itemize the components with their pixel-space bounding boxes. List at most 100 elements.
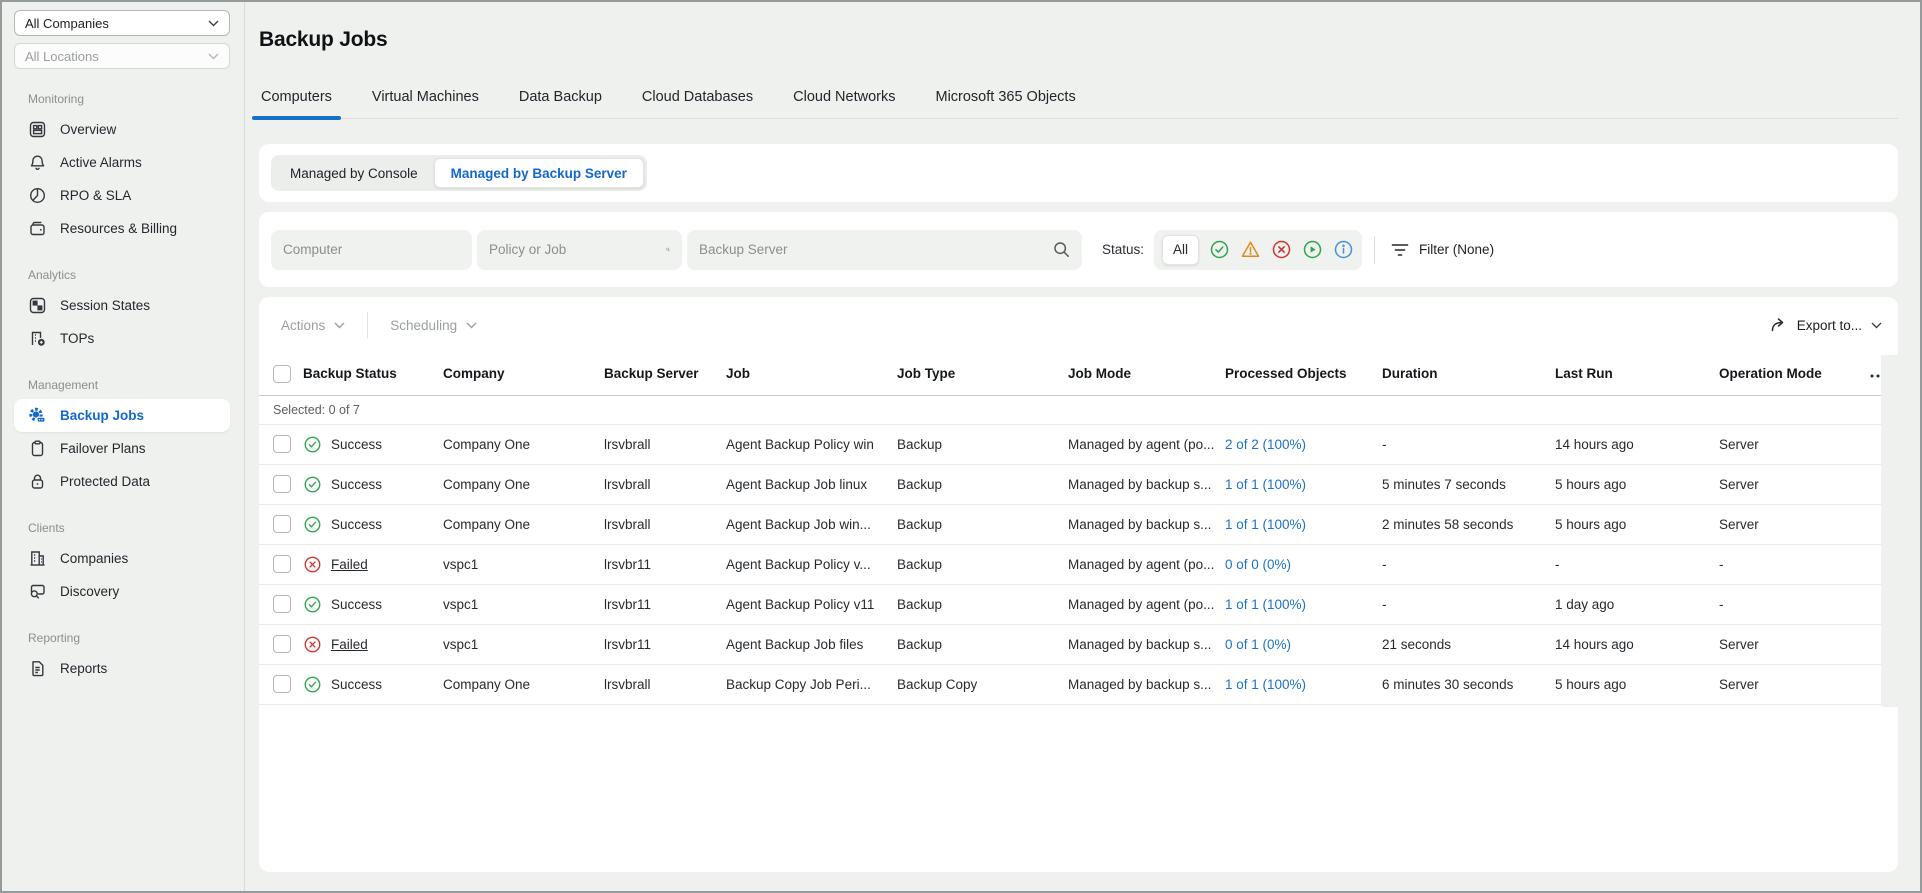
status-all-button[interactable]: All	[1162, 234, 1200, 265]
sidebar-item-active-alarms[interactable]: Active Alarms	[14, 146, 230, 179]
table-row: Success Company One lrsvbrall Agent Back…	[259, 464, 1898, 505]
select-all-checkbox[interactable]	[273, 364, 291, 383]
processed-objects-link[interactable]: 2 of 2 (100%)	[1225, 436, 1307, 452]
tab-data-backup[interactable]: Data Backup	[518, 89, 602, 105]
backup-status-cell[interactable]: Success	[303, 475, 443, 494]
job-cell: Backup Copy Job Peri...	[726, 664, 897, 705]
sidebar-item-tops[interactable]: TOPs	[14, 322, 230, 355]
tab-cloud-networks[interactable]: Cloud Networks	[793, 89, 896, 105]
success-icon	[304, 476, 321, 492]
backup-status-cell[interactable]: Success	[303, 675, 443, 694]
processed-objects-link[interactable]: 0 of 1 (0%)	[1225, 636, 1292, 652]
sidebar-item-rpo-sla[interactable]: RPO & SLA	[14, 179, 230, 212]
chevron-down-icon	[208, 53, 219, 59]
operation-mode-cell: -	[1719, 544, 1858, 585]
column-last-run[interactable]: Last Run	[1555, 353, 1719, 396]
failed-icon	[304, 556, 321, 572]
section-label-reporting: Reporting	[28, 631, 81, 645]
column-job[interactable]: Job	[726, 353, 897, 396]
sidebar-item-label: Session States	[60, 298, 151, 313]
managed-by-bar: Managed by Console Managed by Backup Ser…	[259, 144, 1898, 202]
column-duration[interactable]: Duration	[1382, 353, 1555, 396]
actions-label: Actions	[281, 317, 326, 333]
status-warning-filter-icon[interactable]	[1240, 239, 1261, 260]
column-job-type[interactable]: Job Type	[897, 353, 1068, 396]
status-info-filter-icon[interactable]	[1333, 239, 1354, 260]
backup-jobs-table: Backup Status Company Backup Server Job …	[259, 353, 1898, 705]
sidebar-item-protected-data[interactable]: Protected Data	[14, 465, 230, 498]
page-title: Backup Jobs	[259, 28, 388, 51]
last-run-cell: 14 hours ago	[1555, 624, 1719, 665]
sidebar-item-failover-plans[interactable]: Failover Plans	[14, 432, 230, 465]
backup-status-cell[interactable]: Failed	[303, 635, 443, 654]
column-backup-server[interactable]: Backup Server	[604, 353, 726, 396]
tab-microsoft-365-objects[interactable]: Microsoft 365 Objects	[935, 89, 1076, 105]
operation-mode-cell: Server	[1719, 424, 1858, 465]
row-checkbox[interactable]	[273, 435, 291, 453]
managed-by-console-button[interactable]: Managed by Console	[290, 165, 418, 181]
tab-cloud-databases[interactable]: Cloud Databases	[641, 89, 754, 105]
sidebar-item-label: Reports	[60, 661, 108, 676]
vertical-scrollbar-track[interactable]	[1881, 355, 1898, 707]
scheduling-dropdown[interactable]: Scheduling	[382, 318, 485, 333]
sidebar-item-label: TOPs	[60, 331, 95, 346]
sidebar-item-overview[interactable]: Overview	[14, 113, 230, 146]
table-body: Selected: 0 of 7 Success Company One lrs…	[259, 395, 1898, 705]
processed-objects-link[interactable]: 1 of 1 (100%)	[1225, 476, 1307, 492]
actions-dropdown[interactable]: Actions	[273, 318, 353, 333]
processed-objects-link[interactable]: 1 of 1 (100%)	[1225, 516, 1307, 532]
grid-icon	[28, 296, 47, 315]
company-filter-select[interactable]: All Companies	[14, 10, 230, 36]
sidebar-item-resources-billing[interactable]: Resources & Billing	[14, 212, 230, 245]
backup-status-cell[interactable]: Success	[303, 435, 443, 454]
export-to-button[interactable]: Export to...	[1770, 317, 1882, 333]
export-label: Export to...	[1796, 317, 1862, 333]
tab-virtual-machines[interactable]: Virtual Machines	[371, 89, 479, 105]
backup-status-cell[interactable]: Success	[303, 595, 443, 614]
computer-search-input[interactable]	[283, 242, 460, 257]
job-type-cell: Backup	[897, 544, 1068, 585]
column-processed-objects[interactable]: Processed Objects	[1225, 353, 1382, 396]
policy-job-search-input[interactable]	[489, 242, 666, 257]
processed-objects-link[interactable]: 1 of 1 (100%)	[1225, 596, 1307, 612]
status-failed-filter-icon[interactable]	[1271, 239, 1292, 260]
job-mode-cell: Managed by agent (po...	[1068, 584, 1225, 625]
sidebar-item-session-states[interactable]: Session States	[14, 289, 230, 322]
status-running-filter-icon[interactable]	[1302, 239, 1323, 260]
column-backup-status[interactable]: Backup Status	[303, 353, 443, 396]
processed-objects-link[interactable]: 0 of 0 (0%)	[1225, 556, 1292, 572]
backup-status-label: Success	[331, 516, 383, 532]
operation-mode-cell: Server	[1719, 464, 1858, 505]
processed-objects-link[interactable]: 1 of 1 (100%)	[1225, 676, 1307, 692]
column-company[interactable]: Company	[443, 353, 604, 396]
row-checkbox[interactable]	[273, 475, 291, 493]
row-checkbox[interactable]	[273, 635, 291, 653]
success-icon	[304, 676, 321, 692]
column-job-mode[interactable]: Job Mode	[1068, 353, 1225, 396]
computer-search	[271, 229, 472, 270]
backup-status-cell[interactable]: Failed	[303, 555, 443, 574]
backup-status-label: Success	[331, 476, 383, 492]
sidebar-item-reports[interactable]: Reports	[14, 652, 230, 685]
company-cell: vspc1	[443, 544, 604, 585]
backup-server-search-input[interactable]	[699, 242, 1053, 257]
status-success-filter-icon[interactable]	[1209, 239, 1230, 260]
backup-status-cell[interactable]: Success	[303, 515, 443, 534]
row-checkbox[interactable]	[273, 555, 291, 573]
tab-computers[interactable]: Computers	[252, 89, 341, 120]
job-mode-cell: Managed by backup s...	[1068, 464, 1225, 505]
divider	[1374, 235, 1376, 264]
row-checkbox[interactable]	[273, 515, 291, 533]
last-run-cell: -	[1555, 544, 1719, 585]
sidebar-item-discovery[interactable]: Discovery	[14, 575, 230, 608]
column-operation-mode[interactable]: Operation Mode	[1719, 353, 1858, 396]
table-row: Success vspc1 lrsvbr11 Agent Backup Poli…	[259, 584, 1898, 625]
managed-by-backup-server-button[interactable]: Managed by Backup Server	[433, 158, 644, 188]
job-type-cell: Backup	[897, 424, 1068, 465]
sidebar-item-backup-jobs[interactable]: Backup Jobs	[14, 399, 230, 432]
location-filter-select[interactable]: All Locations	[14, 43, 230, 69]
filter-none-button[interactable]: Filter (None)	[1391, 242, 1494, 257]
row-checkbox[interactable]	[273, 595, 291, 613]
sidebar-item-companies[interactable]: Companies	[14, 542, 230, 575]
row-checkbox[interactable]	[273, 675, 291, 693]
